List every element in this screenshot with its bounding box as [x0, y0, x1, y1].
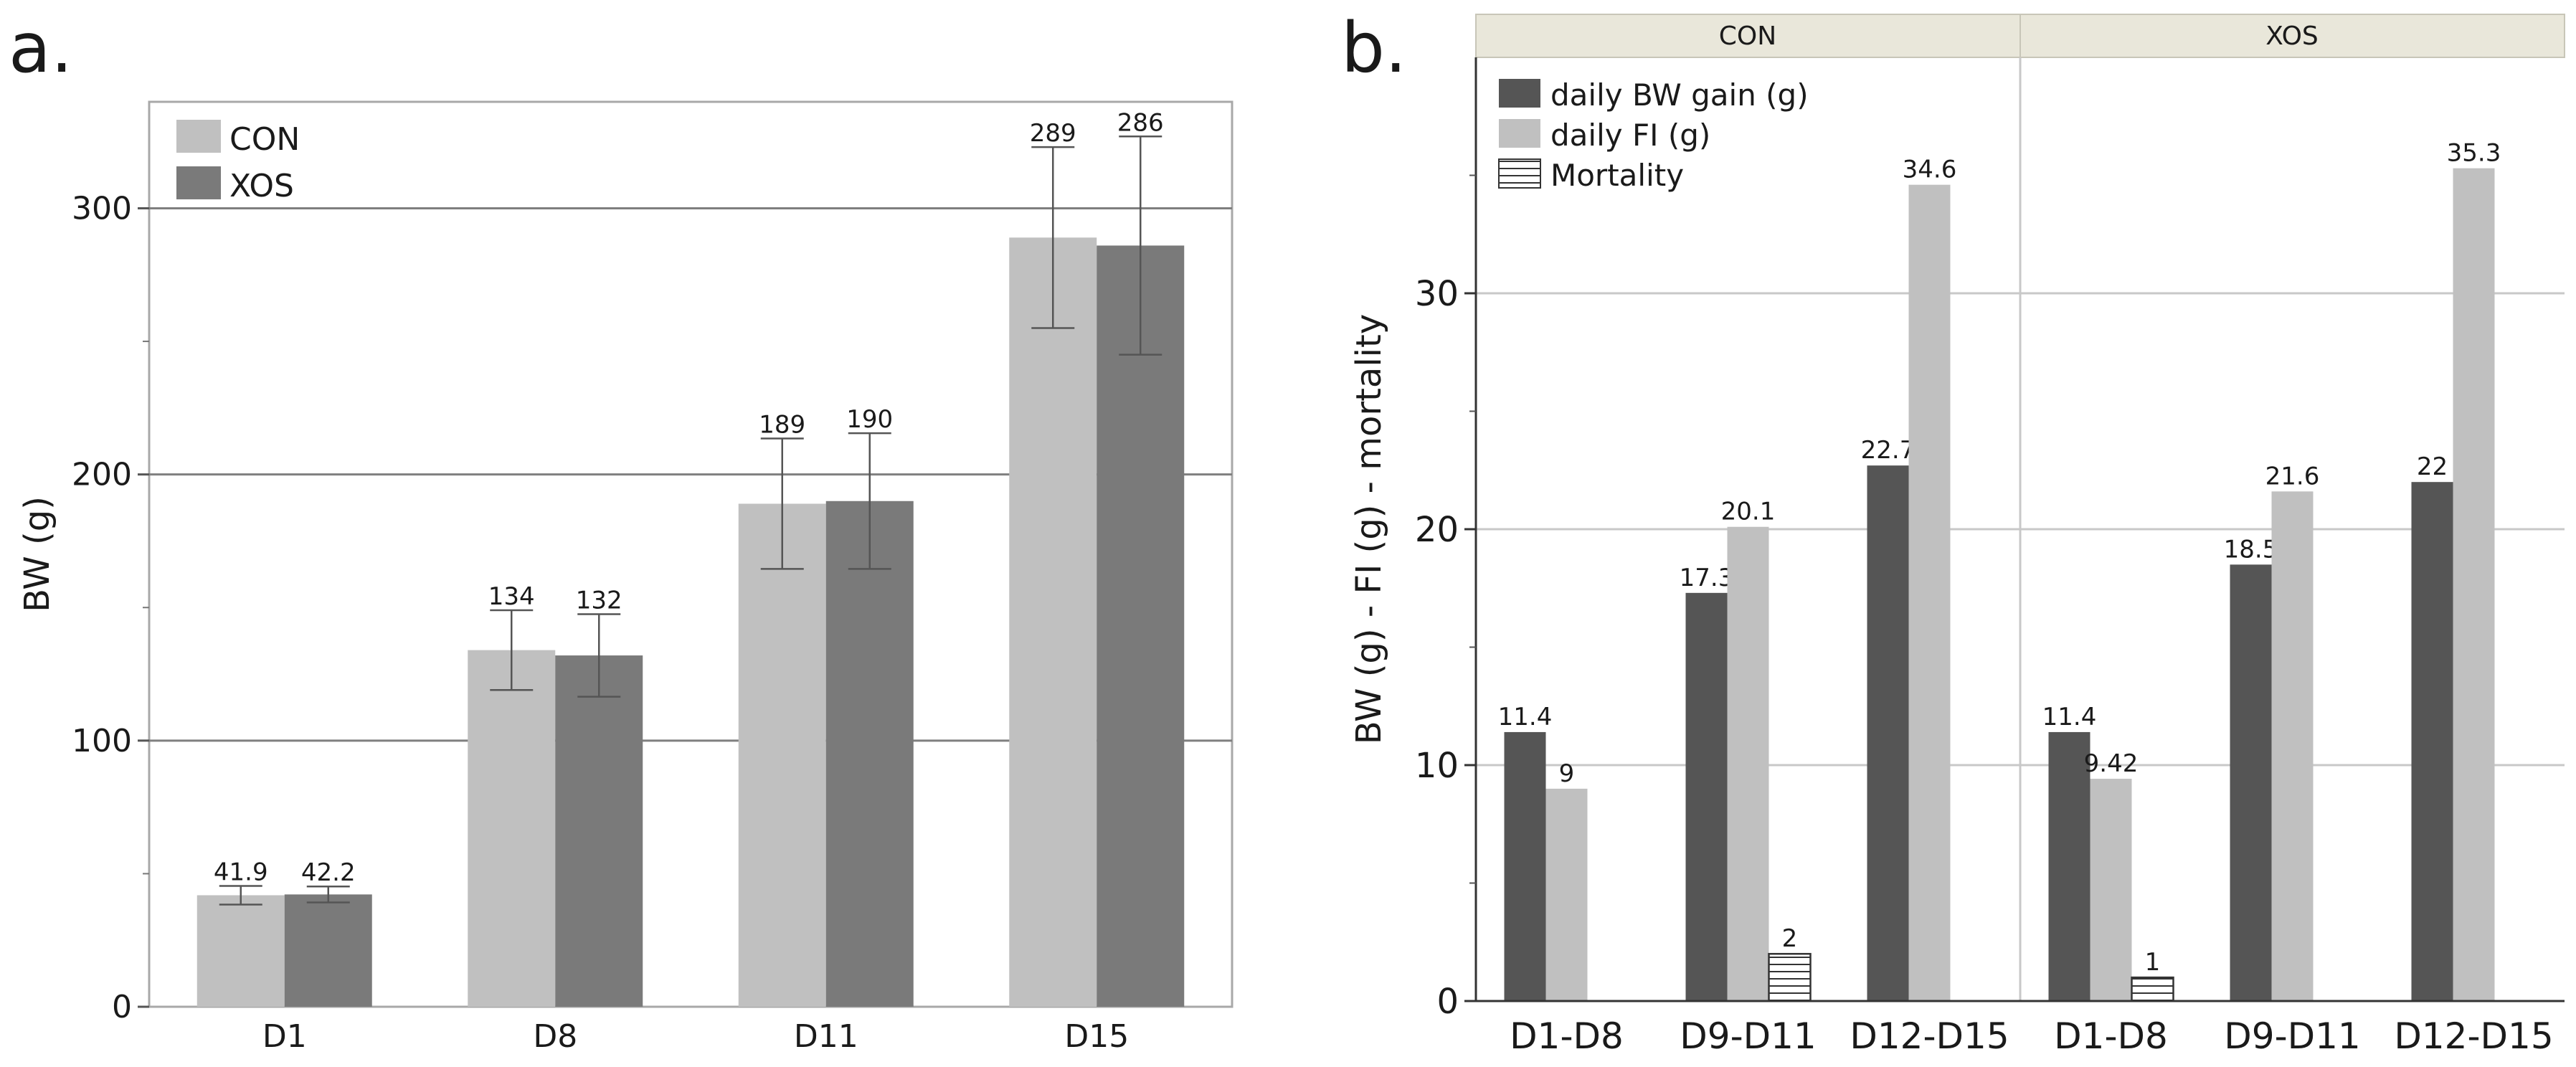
- data-label-xos-d1: 42.2: [301, 858, 356, 887]
- x-tick-label-d1: D1: [262, 1018, 307, 1055]
- y-tick-label-300: 300: [72, 190, 132, 227]
- data-label-xos-d8: 132: [576, 587, 622, 615]
- y-tick-label-0: 0: [112, 989, 132, 1025]
- data-label-con-d1-d8-daily-fi-g: 9: [1559, 759, 1575, 788]
- panel-a-plot-frame: [148, 100, 1233, 1008]
- bar-xos-d1: [284, 894, 372, 1007]
- facet-strip-xos: [2019, 14, 2565, 58]
- bar-xos-d1-d8-daily-bw-gain-g: [2048, 731, 2090, 1001]
- x-tick-label-xos-d9-d11: D9-D11: [2224, 1015, 2360, 1057]
- x-tick-label-xos-d12-d15: D12-D15: [2394, 1015, 2553, 1057]
- data-label-con-d1: 41.9: [214, 858, 268, 886]
- data-label-xos-d9-d11-daily-bw-gain-g: 18.5: [2224, 535, 2278, 564]
- bar-xos-d9-d11-daily-fi-g: [2271, 491, 2314, 1001]
- y-tick-label-200: 200: [72, 457, 132, 493]
- x-tick-label-d11: D11: [794, 1018, 858, 1055]
- bar-xos-d1-d8-mortality: [2131, 976, 2174, 1002]
- bar-xos-d12-d15-daily-fi-g: [2453, 168, 2495, 1001]
- panel-b-x-axis: D1-D8 D9-D11 D12-D15 D1-D8 D9-D11 D12-D15: [1476, 1000, 2565, 1057]
- panel-a-y-axis: 0 100 200 300: [72, 190, 149, 1025]
- data-label-con-d9-d11-daily-fi-g: 20.1: [1721, 498, 1776, 526]
- facet-title-xos: XOS: [2265, 22, 2319, 51]
- panel-b-label: b.: [1341, 8, 1406, 88]
- legend-label-con: CON: [229, 121, 300, 158]
- bar-con-d9-d11-daily-bw-gain-g: [1685, 592, 1728, 1001]
- bar-con-d9-d11-mortality: [1768, 952, 1812, 1002]
- bar-xos-d15: [1097, 245, 1185, 1007]
- legend-label-xos: XOS: [229, 168, 294, 204]
- bar-xos-d11: [825, 501, 914, 1007]
- panel-a-y-axis-label: BW (g): [17, 496, 57, 612]
- data-label-xos-d15: 286: [1117, 108, 1164, 137]
- facet-title-con: CON: [1719, 22, 1776, 51]
- bar-con-d11: [738, 503, 826, 1007]
- bar-xos-d1-d8-daily-fi-g: [2090, 779, 2132, 1001]
- bar-xos-d12-d15-daily-bw-gain-g: [2411, 482, 2453, 1001]
- x-tick-label-con-d12-d15: D12-D15: [1850, 1015, 2009, 1057]
- x-tick-label-con-d9-d11: D9-D11: [1680, 1015, 1816, 1057]
- bar-con-d1-d8-daily-fi-g: [1545, 788, 1588, 1001]
- panel-a-label: a.: [9, 8, 72, 88]
- data-label-con-d8: 134: [488, 582, 535, 611]
- y-tick-label-b-0: 0: [1436, 982, 1459, 1022]
- data-label-con-d9-d11-daily-bw-gain-g: 17.3: [1680, 564, 1734, 592]
- legend-swatch-xos: [176, 166, 221, 199]
- data-label-xos-d1-d8-daily-fi-g: 9.42: [2084, 749, 2139, 778]
- data-label-con-d12-d15-daily-bw-gain-g: 22.7: [1861, 436, 1916, 465]
- x-tick-label-d8: D8: [533, 1018, 577, 1055]
- y-tick-label-b-20: 20: [1415, 510, 1459, 550]
- panel-b-y-axis: 0 10 20 30: [1415, 57, 1477, 1022]
- data-label-xos-d1-d8-daily-bw-gain-g: 11.4: [2042, 703, 2097, 731]
- x-tick-label-xos-d1-d8: D1-D8: [2054, 1015, 2168, 1057]
- x-tick-label-d15: D15: [1064, 1018, 1129, 1055]
- bar-con-d12-d15-daily-fi-g: [1908, 184, 1951, 1001]
- legend-swatch-mortality: [1498, 158, 1541, 189]
- bar-con-d1-d8-daily-bw-gain-g: [1504, 731, 1546, 1001]
- bar-con-d1: [196, 895, 285, 1007]
- y-tick-label-b-30: 30: [1415, 274, 1459, 314]
- data-label-con-d12-d15-daily-fi-g: 34.6: [1903, 156, 1957, 184]
- data-label-xos-d12-d15-daily-fi-g: 35.3: [2447, 139, 2501, 168]
- data-label-xos-d9-d11-daily-fi-g: 21.6: [2265, 462, 2320, 490]
- panel-b-legend: daily BW gain (g) daily FI (g) Mortality: [1498, 77, 1809, 193]
- bar-con-d9-d11-daily-fi-g: [1727, 526, 1769, 1001]
- legend-swatch-con: [176, 120, 221, 153]
- data-label-con-d15: 289: [1030, 119, 1076, 148]
- y-tick-label-100: 100: [72, 723, 132, 759]
- legend-label-bw-gain: daily BW gain (g): [1550, 77, 1809, 113]
- bar-con-d8: [468, 650, 556, 1007]
- panel-a: a. 0 100 200 300 41.9 42.2 134 132 189 190 289 286…: [9, 8, 1233, 1055]
- data-label-xos-d1-d8-mortality: 1: [2145, 948, 2161, 977]
- data-label-con-d11: 189: [759, 411, 805, 440]
- bar-con-d15: [1009, 237, 1097, 1007]
- data-label-con-d1-d8-daily-bw-gain-g: 11.4: [1498, 703, 1553, 731]
- panel-a-bars: 41.9 42.2 134 132 189 190 289 286: [196, 108, 1185, 1007]
- legend-label-mortality: Mortality: [1550, 158, 1684, 193]
- legend-swatch-bw-gain: [1499, 79, 1540, 108]
- bar-con-d12-d15-daily-bw-gain-g: [1867, 465, 1909, 1001]
- x-tick-label-con-d1-d8: D1-D8: [1510, 1015, 1624, 1057]
- panel-a-legend: CON XOS: [176, 120, 300, 204]
- bar-xos-d8: [555, 655, 643, 1007]
- panel-a-x-axis: D1 D8 D11 D15: [262, 1018, 1129, 1055]
- legend-label-fi: daily FI (g): [1550, 118, 1710, 153]
- data-label-xos-d12-d15-daily-bw-gain-g: 22: [2417, 452, 2448, 481]
- y-tick-label-b-10: 10: [1415, 746, 1459, 786]
- legend-swatch-fi: [1499, 119, 1540, 148]
- data-label-con-d9-d11-mortality: 2: [1782, 924, 1798, 953]
- data-label-xos-d11: 190: [846, 405, 893, 434]
- bar-xos-d9-d11-daily-bw-gain-g: [2230, 564, 2272, 1001]
- panel-b-y-axis-label: BW (g) - FI (g) - mortality: [1349, 314, 1389, 744]
